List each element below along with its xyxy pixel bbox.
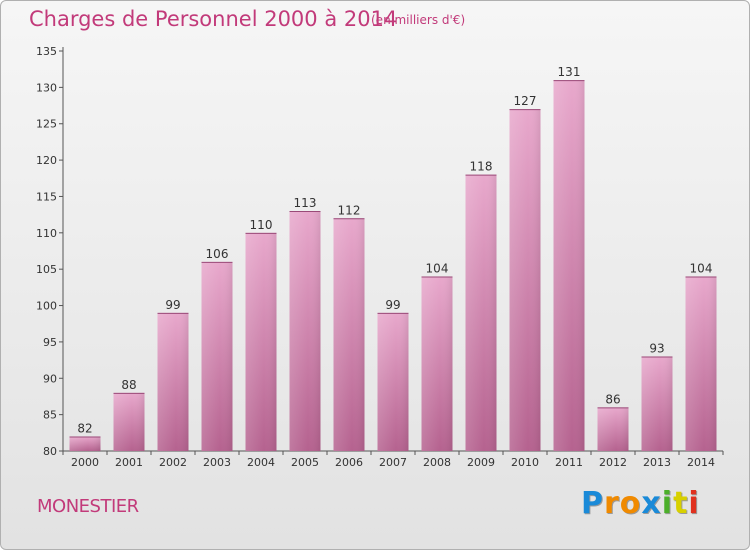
x-tick-label: 2007 [379,456,407,469]
bar-shade [201,261,233,451]
y-tick-label: 135 [36,45,57,58]
x-tick-label: 2005 [291,456,319,469]
logo-letter: o [619,486,642,521]
y-tick-label: 130 [36,81,57,94]
logo-letter: P [581,486,604,521]
bar-shade [245,232,277,451]
data-labels: 82 88 99 106 110 113 112 99 104 118 127 131 86 93 104 [77,65,712,435]
bar-shade [157,312,189,451]
bar-shade [113,392,145,451]
data-label: 118 [470,160,493,174]
data-label: 104 [426,261,449,275]
data-label: 93 [649,341,664,355]
y-tick-label: 95 [43,336,57,349]
bar-shade [509,109,541,451]
data-label: 106 [206,247,229,261]
y-tick-label: 110 [36,227,57,240]
x-tick-label: 2012 [599,456,627,469]
x-tick-label: 2006 [335,456,363,469]
place-name: MONESTIER [37,496,139,517]
chart-title: Charges de Personnel 2000 à 2014 [29,7,398,31]
logo-letter: x [641,486,662,521]
data-label: 99 [385,298,400,312]
bar-shade [421,276,453,451]
data-label: 113 [294,196,317,210]
logo-letter: t [673,486,689,521]
data-label: 112 [338,203,361,217]
x-tick-label: 2002 [159,456,187,469]
y-tick-label: 100 [36,300,57,313]
data-label: 88 [121,378,136,392]
bar-shade [465,174,497,452]
y-tick-label: 85 [43,409,57,422]
data-label: 127 [514,94,537,108]
logo-letter: r [604,486,620,521]
bar-shade [377,312,409,451]
y-tick-label: 80 [43,445,57,458]
bar-shade [553,80,585,451]
logo-letter: i [661,486,674,521]
x-tick-label: 2003 [203,456,231,469]
bar-shade [597,407,629,451]
proxiti-logo[interactable]: Proxiti [581,486,700,521]
x-axis: 2000 2001 2002 2003 2004 2005 2006 2007 2008 2009… [62,450,724,469]
y-tick-label: 125 [36,118,57,131]
y-tick-label: 105 [36,263,57,276]
x-tick-label: 2001 [115,456,143,469]
logo-letter: i [688,486,700,521]
y-axis: 80 85 90 95 100 105 110 115 120 125 130 135 [36,45,64,458]
chart-subtitle: (en milliers d'€) [371,13,466,27]
bar-shade [289,211,321,451]
x-tick-label: 2009 [467,456,495,469]
x-tick-label: 2011 [555,456,583,469]
x-tick-label: 2013 [643,456,671,469]
data-label: 86 [605,392,620,406]
bar-shade [685,276,717,451]
bar-shade [333,218,365,451]
y-tick-label: 115 [36,190,57,203]
bar-shade [69,436,101,451]
data-label: 110 [250,218,273,232]
data-label: 131 [558,65,581,79]
x-tick-label: 2010 [511,456,539,469]
x-tick-label: 2014 [687,456,715,469]
x-tick-label: 2004 [247,456,275,469]
x-tick-label: 2008 [423,456,451,469]
x-tick-label: 2000 [71,456,99,469]
y-tick-label: 90 [43,372,57,385]
y-tick-label: 120 [36,154,57,167]
data-label: 82 [77,421,92,435]
bars [69,80,717,452]
data-label: 99 [165,298,180,312]
data-label: 104 [690,261,713,275]
bar-shade [641,356,673,451]
